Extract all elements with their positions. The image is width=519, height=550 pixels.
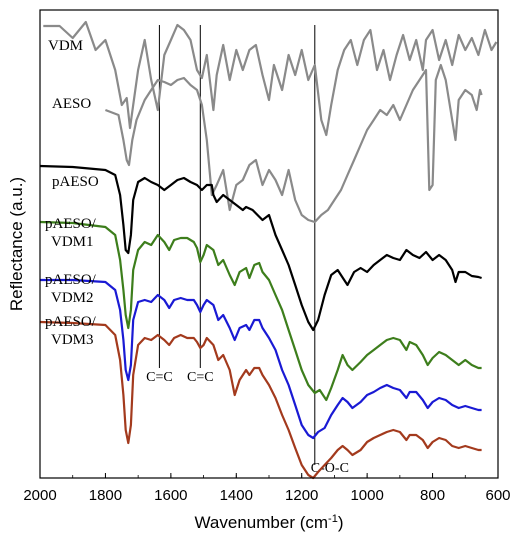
series-label: pAESO/ [45,216,97,232]
series-line [39,164,482,332]
series-label: VDM3 [51,332,94,348]
plot-area: C=C C=C C-O-C VDM AESO pAESO pAESO/VDM1 pAESO/V… [7,9,511,532]
series-label: pAESO/ [45,314,97,330]
x-tick-label: 2000 [23,487,56,504]
series-line [40,278,482,440]
series-line [39,320,482,480]
series-line [43,20,498,137]
axes-frame [39,9,499,479]
x-tick-label: 1000 [350,487,383,504]
x-tick-label: 600 [485,487,510,504]
series-line [105,63,483,224]
x-tick-label: 1800 [89,487,122,504]
series-label: VDM1 [51,234,94,250]
x-tick-label: 1200 [285,487,318,504]
series-label: pAESO [52,174,99,190]
x-tick-label: 1600 [154,487,187,504]
y-axis-label: Reflectance (a.u.) [7,177,26,311]
reference-line-label: C=C [187,370,214,385]
series-label: VDM2 [51,290,94,306]
x-tick-label: 1400 [220,487,253,504]
series-label: pAESO/ [45,272,97,288]
series-label: VDM [48,38,83,54]
reference-line-label: C=C [146,370,173,385]
x-tick-label: 800 [420,487,445,504]
series-label: AESO [52,96,91,112]
x-axis-label: Wavenumber (cm-1) [195,513,344,532]
reference-line-label: C-O-C [311,461,349,476]
series-line [39,220,482,402]
